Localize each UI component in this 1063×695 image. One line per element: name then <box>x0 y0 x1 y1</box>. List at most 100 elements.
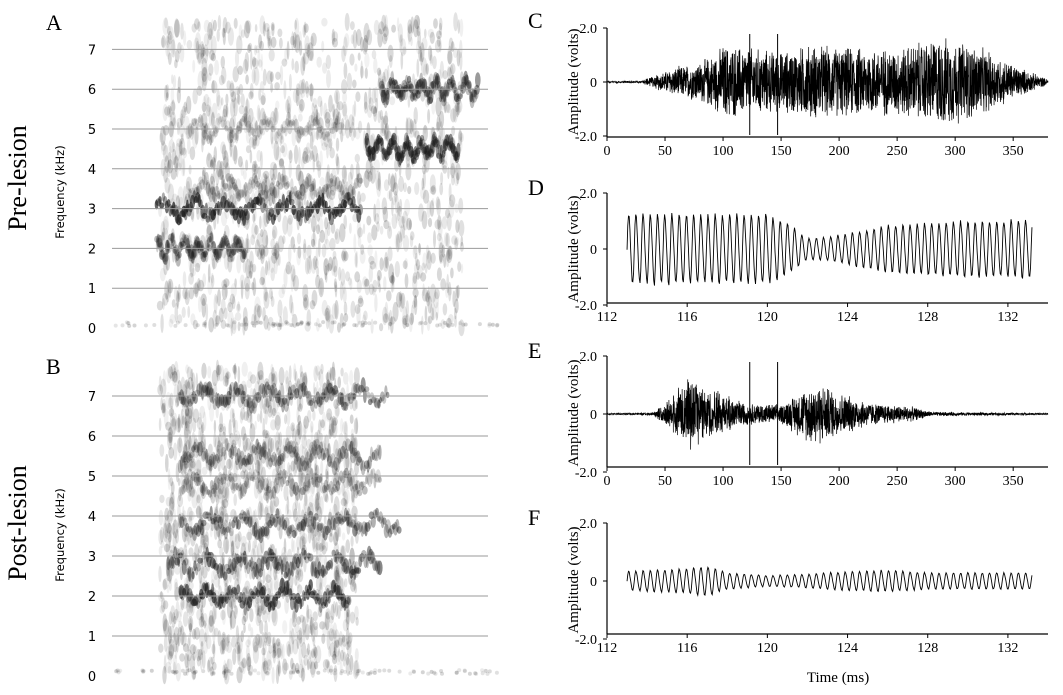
spectrogram-noise-blob <box>223 250 230 270</box>
spectrogram-noise-blob <box>299 82 306 98</box>
spectrogram-noise-blob <box>333 531 339 547</box>
spectrogram-band-blob <box>265 189 270 199</box>
spectrogram-noise-blob <box>256 477 263 495</box>
spectrogram-noise-blob <box>315 543 322 564</box>
spectrogram-noise-blob <box>343 36 348 57</box>
spectrogram-band-blob <box>223 449 227 461</box>
spectrogram-floor-blob <box>299 321 303 326</box>
spectrogram-noise-blob <box>196 206 201 220</box>
spectrogram-noise-blob <box>201 466 208 476</box>
spectrogram-noise-blob <box>173 508 177 528</box>
spectrogram-floor-blob <box>285 321 290 326</box>
spectrogram-band-blob <box>385 391 390 399</box>
spectrogram-noise-blob <box>279 65 284 86</box>
spectrogram-floor-blob <box>291 670 296 675</box>
spectrogram-noise-blob <box>160 313 164 334</box>
spectrogram-noise-blob <box>188 164 192 175</box>
spectrogram-noise-blob <box>237 393 244 408</box>
spectrogram-noise-blob <box>262 417 266 437</box>
spectrogram-noise-blob <box>228 419 232 439</box>
spectrogram-band-blob <box>213 247 217 256</box>
spectrogram-noise-blob <box>199 235 206 251</box>
spectrogram-band-blob <box>259 196 263 206</box>
spectrogram-noise-blob <box>245 145 252 154</box>
spectrogram-noise-blob <box>296 634 300 650</box>
spectrogram-noise-blob <box>285 99 290 114</box>
spectrogram-noise-blob <box>261 647 266 656</box>
spectrogram-noise-blob <box>202 251 207 263</box>
spectrogram-noise-blob <box>225 93 229 106</box>
spectrogram-band-blob <box>238 245 245 253</box>
spectrogram-noise-blob <box>318 517 322 537</box>
spectrogram-noise-blob <box>447 166 450 180</box>
spectrogram-noise-blob <box>331 28 335 45</box>
spectrogram-noise-blob <box>331 361 335 381</box>
waveform-y-tick-label: 2.0 <box>580 350 598 365</box>
spectrogram-noise-blob <box>181 397 185 412</box>
spectrogram-noise-blob <box>198 545 203 554</box>
spectrogram-noise-blob <box>333 477 338 487</box>
spectrogram-floor-blob <box>113 323 118 328</box>
spectrogram-band-blob <box>420 138 425 148</box>
spectrogram-noise-blob <box>450 267 454 279</box>
spectrogram-noise-blob <box>296 380 301 393</box>
spectrogram-noise-blob <box>333 639 340 658</box>
spectrogram-noise-blob <box>183 544 188 564</box>
spectrogram-noise-blob <box>181 306 186 318</box>
spectrogram-noise-blob <box>326 390 331 404</box>
spectrogram-band-blob <box>206 134 211 145</box>
spectrogram-noise-blob <box>195 453 202 472</box>
spectrogram-noise-blob <box>251 116 257 137</box>
spectrogram-band-blob <box>214 247 219 261</box>
spectrogram-noise-blob <box>168 611 173 625</box>
spectrogram-noise-blob <box>381 79 384 96</box>
spectrogram-noise-blob <box>180 133 184 145</box>
spectrogram-noise-blob <box>165 453 169 473</box>
spectrogram-band-blob <box>198 176 204 184</box>
spectrogram-noise-blob <box>402 87 409 101</box>
spectrogram-noise-blob <box>186 649 192 662</box>
spectrogram-noise-blob <box>158 509 164 526</box>
spectrogram-noise-blob <box>275 664 280 684</box>
spectrogram-band-blob <box>210 241 217 250</box>
spectrogram-noise-blob <box>209 460 213 477</box>
spectrogram-band-blob <box>158 196 162 205</box>
spectrogram-noise-blob <box>457 261 462 273</box>
spectrogram-noise-blob <box>373 57 378 74</box>
spectrogram-band-blob <box>388 77 393 86</box>
spectrogram-noise-blob <box>196 655 201 667</box>
spectrogram-noise-blob <box>272 636 276 652</box>
spectrogram-noise-blob <box>263 188 269 207</box>
spectrogram-noise-blob <box>303 415 310 429</box>
spectrogram-band-blob <box>392 139 398 151</box>
spectrogram-noise-blob <box>168 549 175 567</box>
spectrogram-noise-blob <box>232 592 236 603</box>
spectrogram-noise-blob <box>220 395 225 405</box>
spectrogram-noise-blob <box>197 21 201 32</box>
spectrogram-band-blob <box>248 177 255 185</box>
spectrogram-noise-blob <box>295 164 302 181</box>
spectrogram-noise-blob <box>245 97 249 115</box>
spectrogram-band-blob <box>443 82 448 98</box>
spectrogram-noise-blob <box>312 154 315 173</box>
spectrogram-noise-blob <box>341 178 345 196</box>
spectrogram-noise-blob <box>261 661 267 672</box>
spectrogram-band-blob <box>403 142 407 150</box>
spectrogram-band-blob <box>212 124 217 139</box>
spectrogram-noise-blob <box>205 180 210 195</box>
spectrogram-noise-blob <box>377 171 381 192</box>
spectrogram-band-blob <box>456 142 461 158</box>
spectrogram-noise-blob <box>179 625 185 646</box>
waveform-x-tick-label: 200 <box>829 474 850 489</box>
spectrogram-noise-blob <box>232 540 236 552</box>
spectrogram-floor-blob <box>202 321 207 326</box>
spectrogram-noise-blob <box>341 634 346 654</box>
waveform-trace <box>606 38 1049 124</box>
spectrogram-band-blob <box>296 128 302 144</box>
spectrogram-band-blob <box>160 247 165 261</box>
spectrogram-noise-blob <box>290 273 294 293</box>
spectrogram-noise-blob <box>458 197 464 214</box>
spectrogram-floor-blob <box>328 668 333 673</box>
spectrogram-band-blob <box>220 237 225 251</box>
spectrogram-noise-blob <box>325 272 328 283</box>
